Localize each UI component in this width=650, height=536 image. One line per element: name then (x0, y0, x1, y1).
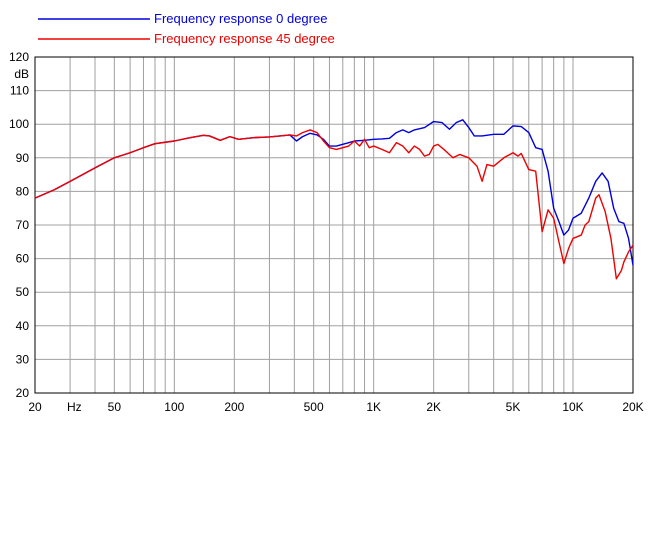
y-tick-label: 40 (16, 319, 30, 333)
series-line-0-degree (34, 119, 634, 266)
x-tick-label: 50 (108, 400, 122, 414)
y-tick-label: 60 (16, 252, 30, 266)
legend-label-45-degree: Frequency response 45 degree (154, 31, 335, 46)
y-tick-label: 90 (16, 151, 30, 165)
y-tick-label: 80 (16, 184, 30, 198)
x-tick-label: 2K (426, 400, 441, 414)
y-tick-label: 20 (16, 386, 30, 400)
x-tick-label: 1K (366, 400, 381, 414)
x-tick-labels: 20 50 100 200 500 1K 2K 5K 10K 20K Hz (28, 400, 643, 414)
x-tick-label: 20 (28, 400, 42, 414)
y-tick-label: 70 (16, 218, 30, 232)
legend: Frequency response 0 degree Frequency res… (38, 11, 335, 46)
x-tick-label: 20K (622, 400, 643, 414)
x-tick-label: 10K (562, 400, 583, 414)
x-tick-label: 5K (506, 400, 521, 414)
legend-label-0-degree: Frequency response 0 degree (154, 11, 327, 26)
x-tick-label: 500 (304, 400, 324, 414)
y-tick-label: 110 (10, 84, 29, 98)
x-tick-label: 100 (164, 400, 184, 414)
series-layer (34, 119, 634, 280)
y-tick-label: 100 (9, 117, 29, 131)
y-tick-label: 30 (16, 352, 30, 366)
y-tick-label: 50 (16, 285, 30, 299)
y-tick-label: 120 (9, 50, 29, 64)
grid-lines (35, 57, 633, 393)
plot-frame (34, 56, 634, 394)
x-tick-label: 200 (224, 400, 244, 414)
y-tick-labels: 20 30 40 50 60 70 80 90 100 110 120 dB (9, 50, 29, 400)
x-unit-label: Hz (67, 400, 82, 414)
y-unit-label: dB (14, 67, 29, 81)
series-line-45-degree (34, 129, 634, 280)
